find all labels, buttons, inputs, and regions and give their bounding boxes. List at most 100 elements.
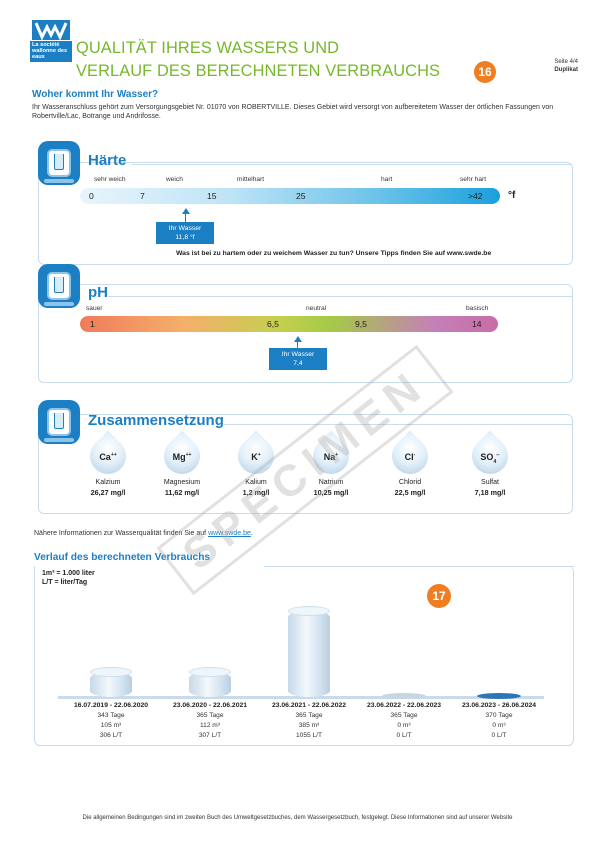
element-subscript: 4 (493, 458, 497, 465)
footer-text: Die allgemeinen Bedingungen sind im zwei… (82, 815, 513, 821)
period-label: 23.06.2022 - 22.06.2023 (366, 702, 442, 709)
badge-17: 17 (427, 584, 451, 608)
element-name: Kalium (245, 479, 267, 486)
consumption-bar-top (288, 606, 330, 616)
water-bottle-icon (38, 264, 80, 308)
consumption-title: Verlauf des berechneten Verbrauchs (34, 552, 211, 563)
consumption-bar-empty (382, 693, 426, 699)
unit-m3: 1m³ = 1.000 liter (42, 570, 95, 577)
haerte-title-line (132, 164, 572, 166)
ph-label-neutral: neutral (306, 305, 327, 312)
element-symbol: Na+ (309, 452, 353, 462)
element-charge: + (335, 452, 339, 458)
period-tage: 370 Tage (485, 712, 513, 719)
ph-label-basisch: basisch (466, 305, 489, 312)
drop-kalium-icon: K+ (230, 430, 282, 482)
haerte-tip: Was ist bei zu hartem oder zu weichem Wa… (176, 250, 492, 257)
period-m3: 105 m³ (100, 722, 122, 729)
period-m3: 385 m³ (298, 722, 320, 729)
element-symbol-text: Cl (404, 452, 414, 462)
water-glass-icon (38, 141, 80, 185)
water-dispenser-icon (38, 400, 80, 444)
consumption-units: 1m³ = 1.000 liter L/T = liter/Tag (42, 570, 95, 588)
haerte-marker-value: 11,8 °f (175, 233, 195, 241)
unit-lt: L/T = liter/Tag (42, 578, 88, 586)
title-line-1: QUALITÄT IHRES WASSERS UND (76, 39, 340, 57)
element-symbol: SO4-- (468, 452, 512, 465)
more-info-tail: . (250, 530, 253, 537)
source-heading: Woher kommt Ihr Wasser? (32, 89, 159, 100)
consumption-bar-top (189, 667, 231, 677)
consumption-bar (288, 611, 330, 697)
period-label: 16.07.2019 - 22.06.2020 (73, 702, 149, 709)
drop-sulfat-icon: SO4-- (464, 430, 516, 482)
period-lt: 0 L/T (396, 732, 412, 739)
period-label: 23.06.2023 - 26.06.2024 (461, 702, 537, 709)
element-name: Chlorid (398, 479, 422, 486)
swde-link[interactable]: www.swde.be (208, 530, 251, 537)
haerte-marker-label: Ihr Wasser (168, 225, 202, 232)
ph-scale-bar (80, 316, 498, 332)
element-value: 10,25 mg/l (313, 488, 349, 497)
haerte-marker-arrow-icon (182, 208, 190, 214)
page-title: QUALITÄT IHRES WASSERS UND VERLAUF DES B… (76, 37, 440, 83)
drop-kalzium-icon: Ca++ (82, 430, 134, 482)
haerte-label-hart: hart (381, 176, 393, 183)
consumption-bar-top (90, 667, 132, 677)
composition-title: Zusammensetzung (88, 412, 224, 429)
haerte-box (38, 162, 573, 265)
element-name: Magnesium (163, 479, 201, 486)
drop-chlorid-icon: Cl- (384, 430, 436, 482)
ph-title: pH (88, 284, 108, 301)
ph-tick-9-5: 9,5 (355, 319, 367, 329)
period-m3: 112 m³ (199, 722, 221, 729)
period-lt: 0 L/T (491, 732, 507, 739)
element-value: 7,18 mg/l (474, 488, 506, 497)
period-m3: 0 m³ (492, 722, 506, 729)
period-label: 23.06.2020 - 22.06.2021 (172, 702, 248, 709)
period-m3: 0 m³ (397, 722, 411, 729)
period-tage: 365 Tage (196, 712, 224, 719)
element-value: 26,27 mg/l (90, 488, 126, 497)
haerte-tick-7: 7 (140, 191, 145, 201)
drop-natrium-icon: Na+ (305, 430, 357, 482)
badge-16: 16 (474, 61, 496, 83)
ph-marker: Ihr Wasser 7,4 (269, 348, 327, 370)
ph-marker-stem (297, 341, 299, 348)
element-symbol: Mg++ (160, 452, 204, 462)
period-tage: 365 Tage (390, 712, 418, 719)
page-number: Seite 4/4 (554, 59, 578, 65)
ph-title-line (108, 296, 572, 298)
ph-marker-label: Ihr Wasser (281, 351, 315, 358)
period-lt: 307 L/T (198, 732, 222, 739)
source-text: Ihr Wasseranschluss gehört zum Versorgun… (32, 104, 554, 121)
title-line-2: VERLAUF DES BERECHNETEN VERBRAUCHS (76, 62, 441, 80)
more-info: Nähere Informationen zur Wasserqualität … (34, 530, 253, 537)
element-value: 11,62 mg/l (164, 488, 200, 497)
element-charge: - (413, 452, 416, 458)
haerte-label-weich: weich (166, 176, 183, 183)
haerte-tick-0: 0 (89, 191, 94, 201)
haerte-tick-42: >42 (468, 191, 483, 201)
element-charge: + (257, 452, 261, 458)
element-charge: ++ (185, 452, 192, 458)
swde-logo: La société wallonne des eaux (30, 20, 72, 68)
ph-marker-value: 7,4 (293, 359, 303, 367)
period-lt: 306 L/T (99, 732, 123, 739)
period-lt: 1055 L/T (295, 732, 323, 739)
logo-w-icon (32, 20, 70, 40)
chart-baseline (58, 696, 544, 699)
ph-marker-arrow-icon (294, 336, 302, 342)
element-symbol: Ca++ (86, 452, 130, 462)
logo-text: La société wallonne des eaux (30, 41, 72, 62)
haerte-tick-15: 15 (207, 191, 217, 201)
element-charge: ++ (110, 452, 117, 458)
haerte-unit: °f (508, 190, 516, 201)
element-symbol-text: Mg (172, 452, 186, 462)
drop-magnesium-icon: Mg++ (156, 430, 208, 482)
consumption-title-line (264, 566, 574, 568)
haerte-label-sehr-weich: sehr weich (94, 176, 126, 183)
ph-box (38, 284, 573, 383)
ph-label-sauer: sauer (86, 305, 103, 312)
duplicate-label: Duplikat (554, 67, 578, 73)
